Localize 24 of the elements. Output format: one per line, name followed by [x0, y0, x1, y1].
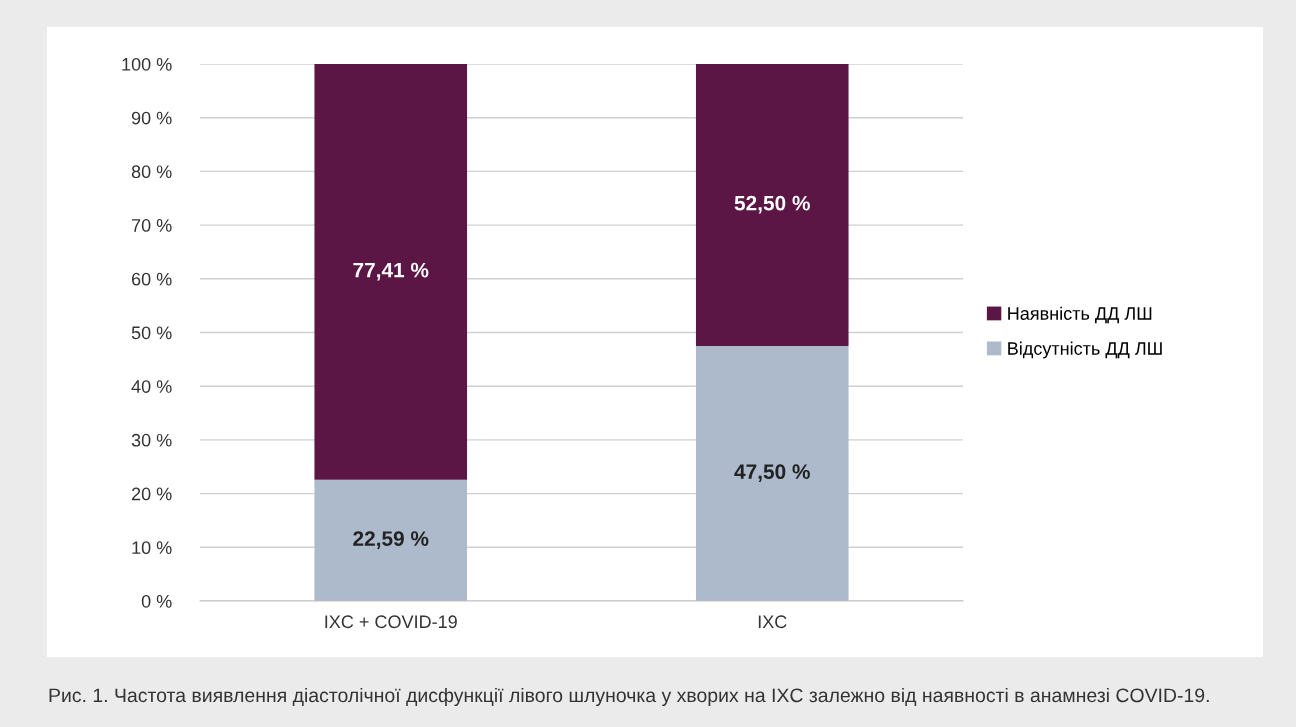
data-label: 22,59 %: [353, 531, 429, 549]
y-tick-label: 20 %: [131, 487, 172, 501]
y-tick-label: 10 %: [132, 541, 172, 555]
y-tick-label: 70 %: [132, 219, 172, 232]
y-tick-label: 80 %: [131, 165, 172, 179]
bar: [314, 64, 468, 480]
data-label: 77,41 %: [353, 262, 429, 281]
x-tick-label: IXC + COVID-19: [325, 615, 457, 629]
y-tick-label: 60 %: [131, 272, 172, 286]
y-tick-label: 30 %: [131, 433, 172, 447]
legend-label: Відсутність ДД ЛШ: [1008, 341, 1162, 359]
bar: [314, 479, 468, 601]
data-label: 47,50 %: [734, 464, 810, 483]
bar: [695, 345, 849, 601]
y-tick-label: 100 %: [122, 57, 172, 71]
y-tick-label: 90 %: [131, 111, 172, 125]
y-tick-label: 0 %: [141, 594, 172, 608]
y-tick-label: 40 %: [131, 380, 172, 393]
data-label: 52,50 %: [734, 195, 810, 214]
legend-label: Наявність ДД ЛШ: [1008, 306, 1152, 324]
text: Рис. 1. Частота виявлення діастолічної дисфункції лівого шлуночка у хворих на IXC залежно від наявності в анамнезі COVID-19.: [49, 687, 1209, 707]
y-tick-label: 50 %: [131, 326, 172, 340]
x-tick-label: IXC: [758, 615, 787, 629]
bar: [695, 64, 849, 346]
